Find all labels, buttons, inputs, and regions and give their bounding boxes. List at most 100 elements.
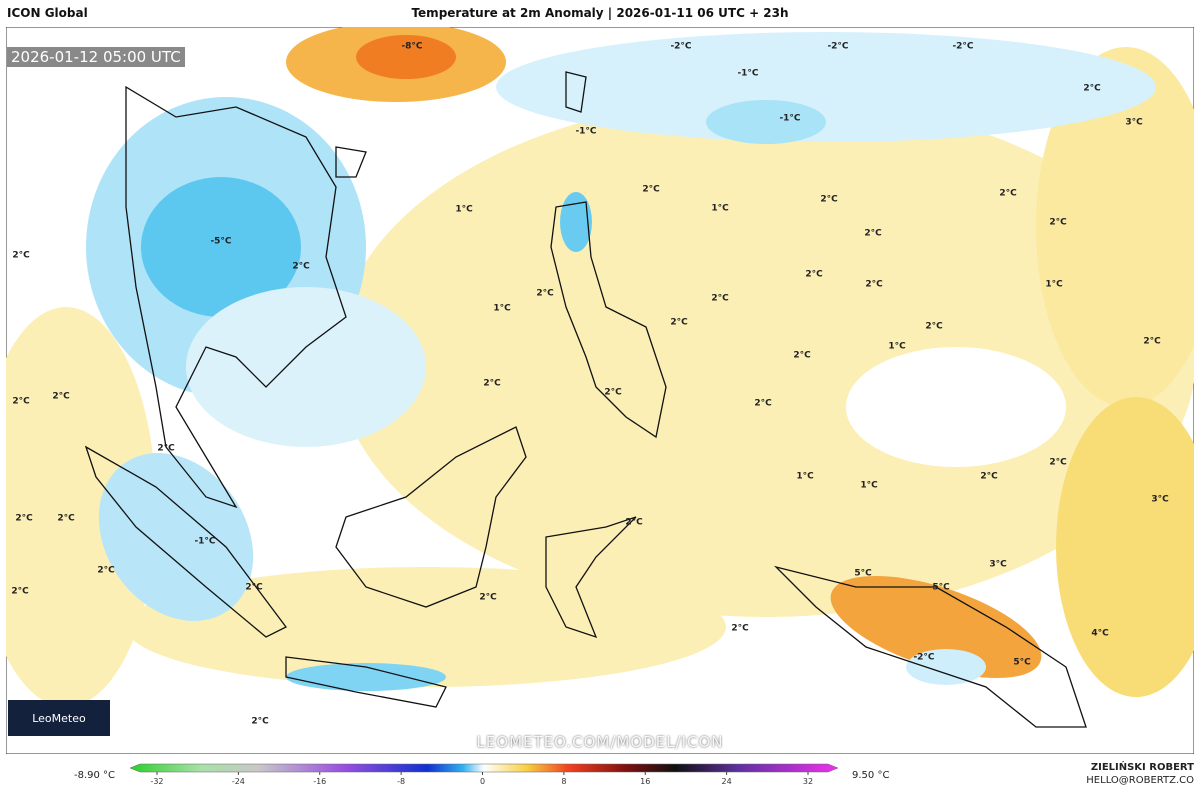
- contour-label: -2°C: [913, 653, 934, 663]
- warm-area: [126, 567, 726, 687]
- borneo-coast: [335, 426, 527, 608]
- contour-label: 2°C: [245, 583, 263, 593]
- cold-area: [560, 192, 592, 252]
- contour-label: -2°C: [670, 42, 691, 52]
- contour-label: 2°C: [670, 318, 688, 328]
- sumatra-coast: [84, 445, 287, 638]
- warm-area: [6, 307, 156, 707]
- taiwan-coast: [565, 71, 587, 113]
- contour-label: 2°C: [157, 444, 175, 454]
- cold-area: [286, 663, 446, 691]
- model-name: ICON Global: [7, 6, 88, 20]
- contour-label: 3°C: [989, 560, 1007, 570]
- contour-label: 2°C: [251, 717, 269, 727]
- contour-label: 3°C: [1151, 495, 1169, 505]
- contour-label: 1°C: [493, 304, 511, 314]
- contour-label: -1°C: [737, 69, 758, 79]
- contour-label: -2°C: [952, 42, 973, 52]
- cool-area: [906, 649, 986, 685]
- cold-area: [141, 177, 301, 317]
- contour-label: 2°C: [536, 289, 554, 299]
- contour-label: 2°C: [15, 514, 33, 524]
- hot-area: [356, 35, 456, 79]
- sulawesi-coast: [545, 516, 637, 639]
- logo: LeoMeteo: [8, 700, 110, 736]
- contour-label: 1°C: [455, 205, 473, 215]
- valid-time: 2026-01-12 05:00 UTC: [7, 47, 185, 67]
- contour-label: 2°C: [292, 262, 310, 272]
- colorbar-tick-label: -8: [397, 777, 405, 786]
- contour-label: 4°C: [1091, 629, 1109, 639]
- colorbar: -32 -24 -16 -8 0 8 16 24 32: [129, 763, 839, 786]
- colorbar-ramp: [129, 763, 839, 773]
- contour-label: -2°C: [827, 42, 848, 52]
- coastlines: [84, 71, 1087, 728]
- contour-label: 2°C: [483, 379, 501, 389]
- cool-area: [706, 100, 826, 144]
- contour-labels: -8°C -2°C -2°C -2°C -1°C -1°C -1°C 2°C 3°C 2°C 1°C…: [11, 42, 1169, 727]
- contour-label: -1°C: [779, 114, 800, 124]
- colorbar-tick-label: -24: [232, 777, 245, 786]
- java-coast: [285, 656, 447, 708]
- contour-label: 3°C: [1125, 118, 1143, 128]
- contour-label: 2°C: [52, 392, 70, 402]
- contour-label: 1°C: [860, 481, 878, 491]
- contour-label: 2°C: [479, 593, 497, 603]
- map: -8°C -2°C -2°C -2°C -1°C -1°C -1°C 2°C 3°C 2°C 1°C…: [6, 27, 1194, 754]
- colorbar-tick-label: 8: [561, 777, 566, 786]
- contour-label: 2°C: [642, 185, 660, 195]
- contour-label: 5°C: [854, 569, 872, 579]
- philippines-coast: [550, 201, 667, 439]
- contour-label: 2°C: [12, 251, 30, 261]
- contour-label: 2°C: [980, 472, 998, 482]
- contour-label: 2°C: [820, 195, 838, 205]
- scale-max: 9.50 °C: [852, 770, 890, 781]
- contour-label: 2°C: [864, 229, 882, 239]
- author: ZIELIŃSKI ROBERT: [1090, 762, 1194, 773]
- contour-label: 2°C: [97, 566, 115, 576]
- warm-area: [1036, 47, 1194, 407]
- watermark: LEOMETEO.COM/MODEL/ICON: [476, 733, 724, 751]
- contour-label: 2°C: [999, 189, 1017, 199]
- contour-label: 1°C: [796, 472, 814, 482]
- cold-area: [98, 453, 254, 621]
- contour-label: -1°C: [575, 127, 596, 137]
- contour-label: 2°C: [1083, 84, 1101, 94]
- colorbar-tick-label: 16: [640, 777, 650, 786]
- contour-label: 2°C: [754, 399, 772, 409]
- indochina-coast: [125, 85, 347, 509]
- cool-area: [186, 287, 426, 447]
- contour-label: 1°C: [711, 204, 729, 214]
- hainan-coast: [335, 146, 367, 178]
- contact: HELLO@ROBERTZ.CO: [1086, 775, 1194, 786]
- contour-label: -1°C: [194, 537, 215, 547]
- hot-area: [830, 575, 1042, 679]
- contour-label: -5°C: [210, 237, 231, 247]
- contour-label: 1°C: [888, 342, 906, 352]
- contour-label: -8°C: [401, 42, 422, 52]
- contour-label: 2°C: [57, 514, 75, 524]
- scale-min: -8.90 °C: [74, 770, 116, 781]
- map-title: Temperature at 2m Anomaly | 2026-01-11 0…: [411, 6, 789, 20]
- contour-label: 2°C: [11, 587, 29, 597]
- contour-label: 2°C: [925, 322, 943, 332]
- colorbar-tick-label: 24: [722, 777, 732, 786]
- warm-area: [336, 97, 1194, 617]
- anomaly-fill: [6, 27, 1194, 707]
- colorbar-tick-label: -16: [313, 777, 326, 786]
- contour-label: 2°C: [793, 351, 811, 361]
- contour-label: 2°C: [731, 624, 749, 634]
- colorbar-tick-label: -32: [150, 777, 163, 786]
- contour-label: 2°C: [12, 397, 30, 407]
- contour-label: 1°C: [1045, 280, 1063, 290]
- contour-label: 2°C: [805, 270, 823, 280]
- contour-label: 2°C: [1049, 218, 1067, 228]
- cool-area: [496, 32, 1156, 142]
- warm-area: [1056, 397, 1194, 697]
- contour-label: 2°C: [1049, 458, 1067, 468]
- colorbar-tick-label: 0: [480, 777, 485, 786]
- contour-label: 2°C: [711, 294, 729, 304]
- contour-label: 5°C: [1013, 658, 1031, 668]
- contour-label: 5°C: [932, 583, 950, 593]
